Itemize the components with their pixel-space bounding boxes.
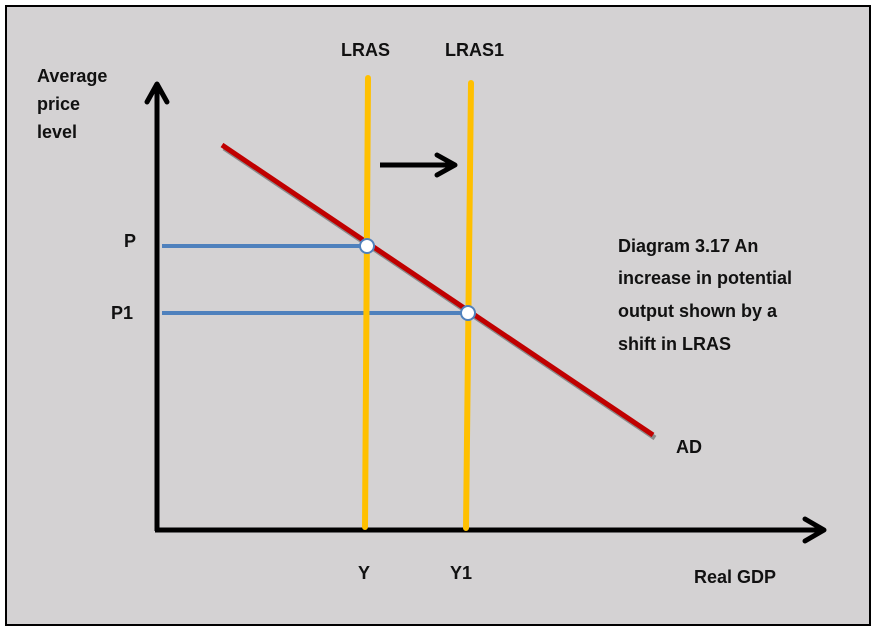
- output-label-y: Y: [358, 563, 370, 583]
- y-axis-arrowhead-icon: [144, 81, 170, 105]
- price-label-p: P: [124, 231, 136, 251]
- x-axis-arrowhead-icon: [802, 516, 827, 544]
- ad-curve: [220, 142, 655, 438]
- ad-label: AD: [676, 437, 702, 457]
- caption-line-2: increase in potential: [618, 268, 792, 288]
- output-label-y1: Y1: [450, 563, 472, 583]
- y-axis-label-line-2: price: [37, 94, 80, 114]
- caption-line-3: output shown by a: [618, 301, 778, 321]
- x-axis-label: Real GDP: [694, 567, 776, 587]
- lras1-label: LRAS1: [445, 40, 504, 60]
- caption-line-1: Diagram 3.17 An: [618, 236, 758, 256]
- y-axis-label-line-1: Average: [37, 66, 107, 86]
- equilibrium-point-2: [460, 305, 476, 321]
- caption-line-4: shift in LRAS: [618, 334, 731, 354]
- y-axis-label-line-3: level: [37, 122, 77, 142]
- equilibrium-point-1: [359, 238, 375, 254]
- shift-arrowhead-icon: [434, 152, 458, 178]
- diagram-frame: [5, 5, 871, 626]
- lras-line: [362, 75, 371, 530]
- price-label-p1: P1: [111, 303, 133, 323]
- lras-label: LRAS: [341, 40, 390, 60]
